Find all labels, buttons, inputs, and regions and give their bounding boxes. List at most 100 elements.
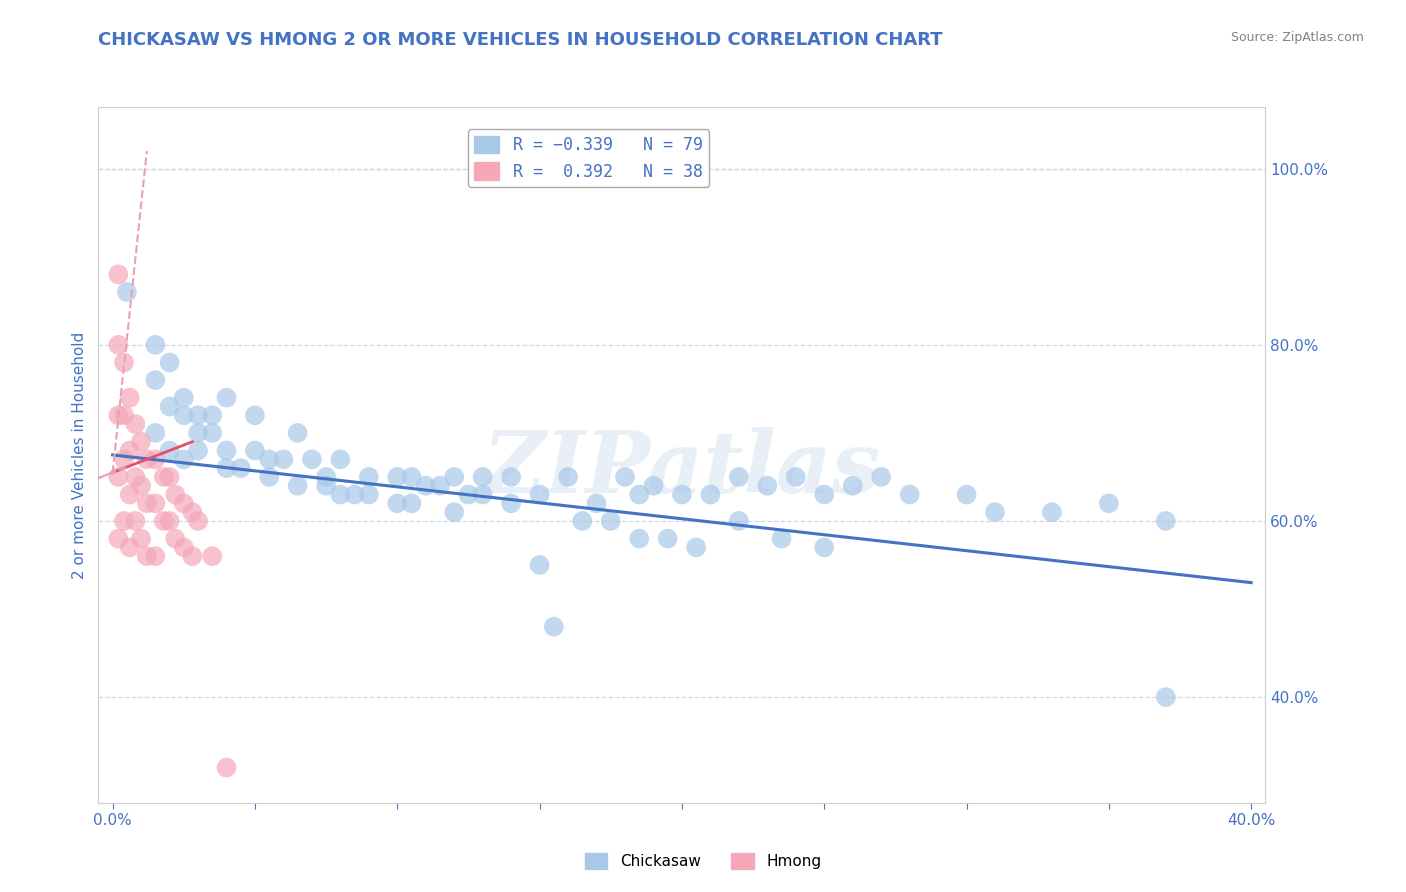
Point: [387, 496, 409, 510]
Point: [153, 470, 176, 484]
Point: [201, 549, 224, 564]
Point: [112, 452, 135, 467]
Point: [329, 452, 352, 467]
Point: [471, 487, 494, 501]
Point: [671, 487, 693, 501]
Point: [501, 470, 523, 484]
Point: [187, 514, 209, 528]
Point: [699, 487, 721, 501]
Point: [143, 425, 166, 440]
Point: [813, 487, 835, 501]
Y-axis label: 2 or more Vehicles in Household: 2 or more Vehicles in Household: [72, 331, 87, 579]
Point: [115, 285, 138, 299]
Point: [628, 487, 651, 501]
Point: [173, 391, 195, 405]
Point: [243, 409, 266, 423]
Point: [215, 761, 238, 775]
Point: [529, 558, 551, 572]
Point: [135, 549, 157, 564]
Point: [443, 505, 465, 519]
Point: [173, 541, 195, 555]
Point: [107, 409, 129, 423]
Text: ZIPatlas: ZIPatlas: [482, 427, 882, 510]
Point: [643, 479, 665, 493]
Point: [1154, 514, 1177, 528]
Point: [557, 470, 579, 484]
Point: [143, 452, 166, 467]
Point: [124, 417, 146, 431]
Point: [357, 487, 380, 501]
Point: [984, 505, 1007, 519]
Legend: Chickasaw, Hmong: Chickasaw, Hmong: [578, 847, 828, 875]
Text: CHICKASAW VS HMONG 2 OR MORE VEHICLES IN HOUSEHOLD CORRELATION CHART: CHICKASAW VS HMONG 2 OR MORE VEHICLES IN…: [98, 31, 943, 49]
Point: [357, 470, 380, 484]
Point: [173, 496, 195, 510]
Point: [898, 487, 921, 501]
Point: [343, 487, 366, 501]
Point: [215, 391, 238, 405]
Point: [315, 470, 337, 484]
Point: [143, 338, 166, 352]
Point: [118, 487, 141, 501]
Point: [1040, 505, 1063, 519]
Point: [315, 479, 337, 493]
Point: [187, 409, 209, 423]
Point: [585, 496, 607, 510]
Point: [143, 496, 166, 510]
Point: [107, 268, 129, 282]
Point: [215, 461, 238, 475]
Point: [173, 452, 195, 467]
Point: [187, 443, 209, 458]
Point: [657, 532, 679, 546]
Point: [429, 479, 451, 493]
Point: [243, 443, 266, 458]
Point: [614, 470, 637, 484]
Point: [401, 496, 423, 510]
Point: [257, 452, 280, 467]
Point: [215, 443, 238, 458]
Point: [201, 425, 224, 440]
Point: [401, 470, 423, 484]
Point: [159, 355, 181, 369]
Point: [756, 479, 779, 493]
Point: [571, 514, 593, 528]
Point: [118, 541, 141, 555]
Point: [112, 409, 135, 423]
Point: [415, 479, 437, 493]
Point: [870, 470, 893, 484]
Legend: R = −0.339   N = 79, R =  0.392   N = 38: R = −0.339 N = 79, R = 0.392 N = 38: [468, 129, 710, 187]
Point: [813, 541, 835, 555]
Point: [329, 487, 352, 501]
Point: [387, 470, 409, 484]
Point: [129, 532, 152, 546]
Point: [770, 532, 793, 546]
Point: [159, 400, 181, 414]
Point: [301, 452, 323, 467]
Point: [159, 514, 181, 528]
Point: [107, 532, 129, 546]
Point: [599, 514, 621, 528]
Point: [159, 443, 181, 458]
Point: [124, 470, 146, 484]
Point: [143, 549, 166, 564]
Point: [471, 470, 494, 484]
Point: [201, 409, 224, 423]
Point: [129, 434, 152, 449]
Point: [159, 470, 181, 484]
Point: [153, 514, 176, 528]
Point: [229, 461, 252, 475]
Point: [785, 470, 807, 484]
Point: [181, 505, 204, 519]
Point: [165, 532, 187, 546]
Point: [543, 620, 565, 634]
Point: [727, 470, 749, 484]
Point: [287, 425, 309, 440]
Point: [118, 443, 141, 458]
Point: [628, 532, 651, 546]
Point: [1154, 690, 1177, 705]
Point: [143, 373, 166, 387]
Point: [955, 487, 977, 501]
Point: [165, 487, 187, 501]
Point: [118, 391, 141, 405]
Point: [187, 425, 209, 440]
